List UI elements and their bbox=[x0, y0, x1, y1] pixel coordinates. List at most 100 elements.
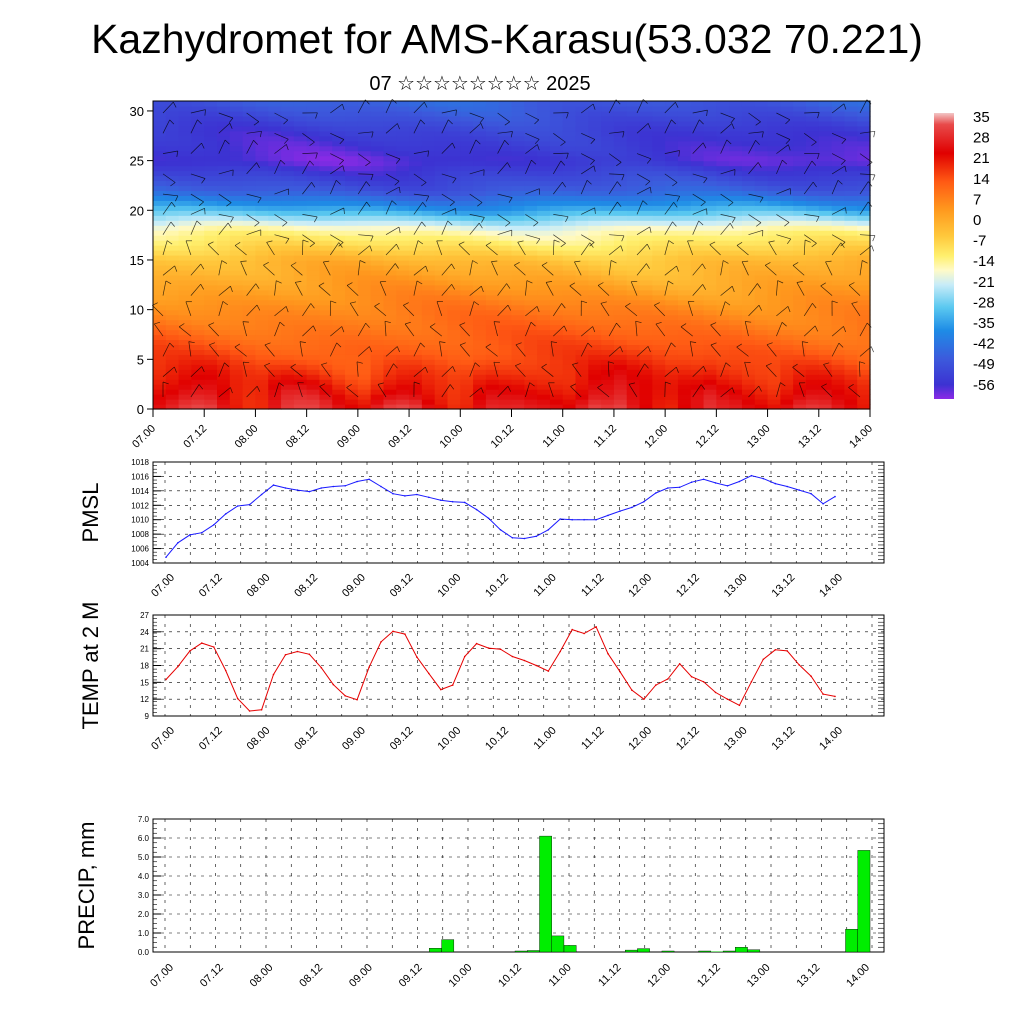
heatmap-cell bbox=[383, 264, 397, 271]
wind-barb bbox=[497, 162, 508, 175]
heatmap-cell bbox=[229, 404, 244, 410]
heatmap-cell bbox=[242, 210, 257, 216]
wind-barb bbox=[664, 221, 673, 235]
heatmap-cell bbox=[447, 329, 461, 336]
heatmap-cell bbox=[677, 210, 692, 216]
heatmap-cell bbox=[639, 274, 653, 281]
heatmap-cell bbox=[319, 210, 333, 216]
heatmap-cell bbox=[524, 140, 538, 147]
heatmap-cell bbox=[562, 120, 577, 127]
heatmap-cell bbox=[281, 359, 295, 365]
heatmap-x-tick-label: 07.12 bbox=[181, 423, 209, 451]
heatmap-cell bbox=[485, 255, 500, 261]
wind-barb-flag bbox=[517, 240, 524, 243]
heatmap-cell bbox=[780, 264, 794, 271]
heatmap-cell bbox=[716, 294, 730, 301]
heatmap-cell bbox=[229, 374, 244, 380]
wind-barb bbox=[302, 214, 318, 218]
wind-barb bbox=[541, 265, 554, 276]
heatmap-cell bbox=[229, 125, 244, 132]
heatmap-cell bbox=[473, 294, 487, 301]
heatmap-cell bbox=[665, 135, 679, 142]
heatmap-cell bbox=[165, 354, 180, 360]
heatmap-cell bbox=[857, 389, 871, 395]
heatmap-cell bbox=[498, 140, 513, 147]
wind-barb bbox=[209, 344, 220, 357]
heatmap-cell bbox=[485, 195, 500, 201]
heatmap-cell bbox=[217, 255, 231, 261]
wind-barb bbox=[580, 242, 591, 256]
heatmap-cell bbox=[511, 339, 525, 346]
heatmap-cell bbox=[268, 384, 282, 390]
heatmap-cell bbox=[421, 210, 436, 216]
temp-point bbox=[272, 673, 275, 676]
wind-barb bbox=[329, 342, 338, 357]
wind-barb-flag bbox=[843, 326, 847, 333]
heatmap-cell bbox=[473, 379, 487, 385]
heatmap-cell bbox=[511, 324, 525, 331]
wind-barb-flag bbox=[224, 362, 230, 367]
temp-point bbox=[165, 678, 167, 681]
temp-point bbox=[678, 663, 681, 665]
heatmap-cell bbox=[818, 175, 833, 182]
heatmap-cell bbox=[434, 160, 449, 167]
heatmap-cell bbox=[805, 339, 820, 346]
heatmap-cell bbox=[498, 284, 513, 291]
heatmap-cell bbox=[844, 369, 858, 375]
heatmap-cell bbox=[306, 155, 321, 162]
temp-point bbox=[404, 633, 406, 635]
heatmap-cell bbox=[191, 349, 205, 355]
heatmap-cell bbox=[306, 384, 321, 390]
heatmap-cell bbox=[409, 105, 423, 112]
heatmap-cell bbox=[217, 101, 231, 107]
heatmap-cell bbox=[204, 264, 218, 271]
heatmap-cell bbox=[741, 314, 756, 321]
heatmap-cell bbox=[844, 279, 858, 286]
heatmap-cell bbox=[601, 210, 615, 216]
heatmap-cell bbox=[613, 255, 628, 261]
precip-x-tick-label: 07.12 bbox=[198, 962, 226, 990]
heatmap-cell bbox=[690, 299, 705, 306]
heatmap-cell bbox=[588, 404, 602, 410]
wind-barb-flag bbox=[768, 240, 775, 243]
heatmap-cell bbox=[268, 324, 282, 331]
heatmap-cell bbox=[703, 294, 717, 301]
heatmap-cell bbox=[831, 374, 845, 380]
heatmap-cell bbox=[178, 190, 193, 196]
heatmap-cell bbox=[690, 384, 705, 390]
heatmap-cell bbox=[549, 101, 564, 107]
heatmap-cell bbox=[383, 135, 397, 142]
heatmap-cell bbox=[524, 110, 538, 117]
wind-barb bbox=[664, 366, 677, 377]
heatmap-cell bbox=[191, 140, 205, 147]
heatmap-cell bbox=[588, 364, 602, 370]
heatmap-cell bbox=[805, 230, 820, 236]
heatmap-cell bbox=[767, 354, 781, 360]
heatmap-cell bbox=[741, 120, 756, 127]
heatmap-cell bbox=[332, 299, 346, 306]
heatmap-cell bbox=[549, 339, 564, 346]
heatmap-cell bbox=[396, 115, 410, 122]
heatmap-cell bbox=[447, 344, 461, 350]
precip-bar bbox=[441, 939, 455, 953]
temp-x-tick-label: 09.12 bbox=[388, 725, 416, 753]
heatmap-cell bbox=[421, 324, 436, 331]
heatmap-cell bbox=[729, 339, 743, 346]
wind-barb-flag bbox=[589, 242, 595, 247]
wind-barb bbox=[413, 101, 425, 114]
wind-barb bbox=[385, 153, 401, 160]
heatmap-cell bbox=[319, 225, 333, 231]
heatmap-cell bbox=[409, 101, 423, 107]
heatmap-cell bbox=[191, 319, 205, 326]
temp-point bbox=[440, 688, 442, 691]
heatmap-cell bbox=[409, 230, 423, 236]
heatmap-cell bbox=[357, 230, 372, 236]
heatmap-cell bbox=[178, 135, 193, 142]
wind-barb bbox=[748, 140, 756, 154]
heatmap-cell bbox=[396, 299, 410, 306]
wind-barb-flag bbox=[507, 162, 511, 168]
heatmap-cell bbox=[511, 274, 525, 281]
heatmap-cell bbox=[293, 264, 308, 271]
temp-point bbox=[451, 684, 454, 686]
heatmap-cell bbox=[652, 304, 666, 311]
